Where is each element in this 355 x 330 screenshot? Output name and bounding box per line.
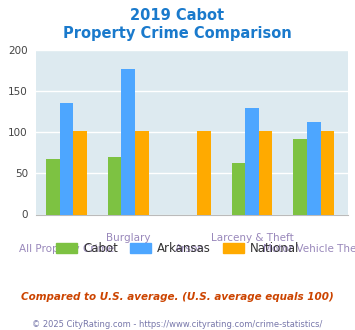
Bar bbox=[197, 131, 211, 214]
Text: All Property Crime: All Property Crime bbox=[19, 244, 114, 254]
Bar bbox=[46, 159, 60, 214]
Text: Larceny & Theft: Larceny & Theft bbox=[211, 233, 293, 243]
Text: Compared to U.S. average. (U.S. average equals 100): Compared to U.S. average. (U.S. average … bbox=[21, 292, 334, 302]
Bar bbox=[245, 108, 259, 214]
Text: Property Crime Comparison: Property Crime Comparison bbox=[63, 26, 292, 41]
Bar bbox=[321, 131, 334, 214]
Bar bbox=[294, 139, 307, 214]
Bar bbox=[231, 163, 245, 214]
Bar bbox=[259, 131, 272, 214]
Legend: Cabot, Arkansas, National: Cabot, Arkansas, National bbox=[51, 237, 304, 260]
Bar bbox=[121, 69, 135, 214]
Bar bbox=[60, 103, 73, 214]
Text: Arson: Arson bbox=[175, 244, 205, 254]
Text: © 2025 CityRating.com - https://www.cityrating.com/crime-statistics/: © 2025 CityRating.com - https://www.city… bbox=[32, 320, 323, 329]
Text: Motor Vehicle Theft: Motor Vehicle Theft bbox=[263, 244, 355, 254]
Bar bbox=[73, 131, 87, 214]
Text: 2019 Cabot: 2019 Cabot bbox=[130, 8, 225, 23]
Text: Burglary: Burglary bbox=[106, 233, 151, 243]
Bar bbox=[307, 122, 321, 214]
Bar bbox=[135, 131, 149, 214]
Bar bbox=[108, 157, 121, 214]
